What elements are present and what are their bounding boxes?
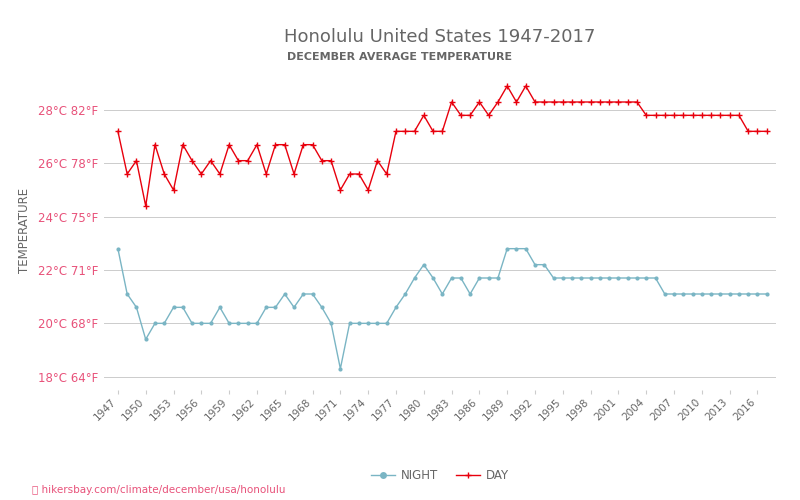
Y-axis label: TEMPERATURE: TEMPERATURE: [18, 188, 31, 272]
Text: DECEMBER AVERAGE TEMPERATURE: DECEMBER AVERAGE TEMPERATURE: [287, 52, 513, 62]
Legend: NIGHT, DAY: NIGHT, DAY: [366, 464, 514, 486]
Title: Honolulu United States 1947-2017: Honolulu United States 1947-2017: [284, 28, 596, 46]
Text: 📍 hikersbay.com/climate/december/usa/honolulu: 📍 hikersbay.com/climate/december/usa/hon…: [32, 485, 286, 495]
